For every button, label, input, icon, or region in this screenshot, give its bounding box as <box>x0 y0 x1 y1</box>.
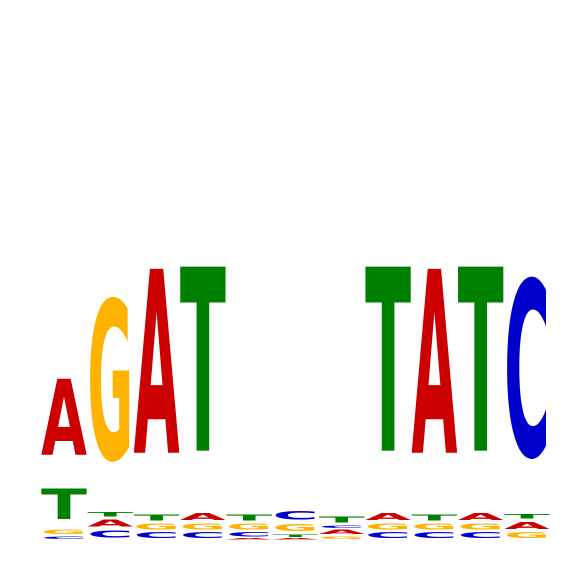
logo-letter-c: C <box>87 529 133 540</box>
logo-letter-c: C <box>226 531 272 538</box>
logo-letter-a: A <box>504 520 550 531</box>
logo-letter-t: T <box>180 217 226 511</box>
logo-letter-c: C <box>504 232 550 513</box>
logo-letter-a: A <box>273 538 320 540</box>
logo-stacks: CGTACATGCGTACGATACGTATGCGACTCGATCGTACGAT… <box>41 217 551 540</box>
logo-letter-g: G <box>504 531 550 540</box>
logo-letter-g: G <box>134 522 180 531</box>
logo-letter-g: G <box>87 256 133 511</box>
logo-letter-a: A <box>365 511 411 522</box>
logo-letter-a: A <box>87 518 133 529</box>
logo-letter-a: A <box>411 220 457 513</box>
logo-letter-c: C <box>273 509 319 522</box>
logo-letter-g: G <box>458 522 504 531</box>
logo-letter-g: G <box>319 536 365 540</box>
logo-letter-t: T <box>41 481 87 529</box>
logo-letter-g: G <box>411 522 457 531</box>
logo-letter-a: A <box>180 511 226 522</box>
logo-letter-g: G <box>41 529 87 536</box>
logo-letter-a: A <box>134 220 180 513</box>
logo-letter-g: G <box>365 522 411 531</box>
logo-letter-t: T <box>458 217 504 511</box>
logo-letter-c: C <box>458 531 504 540</box>
logo-letter-c: C <box>134 531 180 540</box>
logo-letter-c: C <box>41 536 87 540</box>
logo-letter-t: T <box>365 217 411 511</box>
logo-letter-g: G <box>180 522 226 531</box>
logo-letter-t: T <box>87 511 134 518</box>
logo-letter-t: T <box>226 513 272 522</box>
logo-letter-t: T <box>319 516 365 525</box>
logo-letter-a: A <box>226 538 273 540</box>
logo-letter-a: A <box>458 511 504 522</box>
logo-letter-a: A <box>319 529 365 536</box>
logo-letter-t: T <box>504 514 551 521</box>
logo-letter-c: C <box>180 531 226 540</box>
logo-letter-t: T <box>273 533 320 537</box>
logo-letter-t: T <box>134 513 180 522</box>
logo-letter-c: C <box>365 531 411 540</box>
logo-letter-c: C <box>319 525 365 529</box>
logo-letter-g: G <box>226 522 272 531</box>
logo-letter-c: C <box>411 531 457 540</box>
logo-letter-t: T <box>411 513 457 522</box>
logo-letter-g: G <box>273 523 319 534</box>
logo-letter-a: A <box>41 359 87 481</box>
